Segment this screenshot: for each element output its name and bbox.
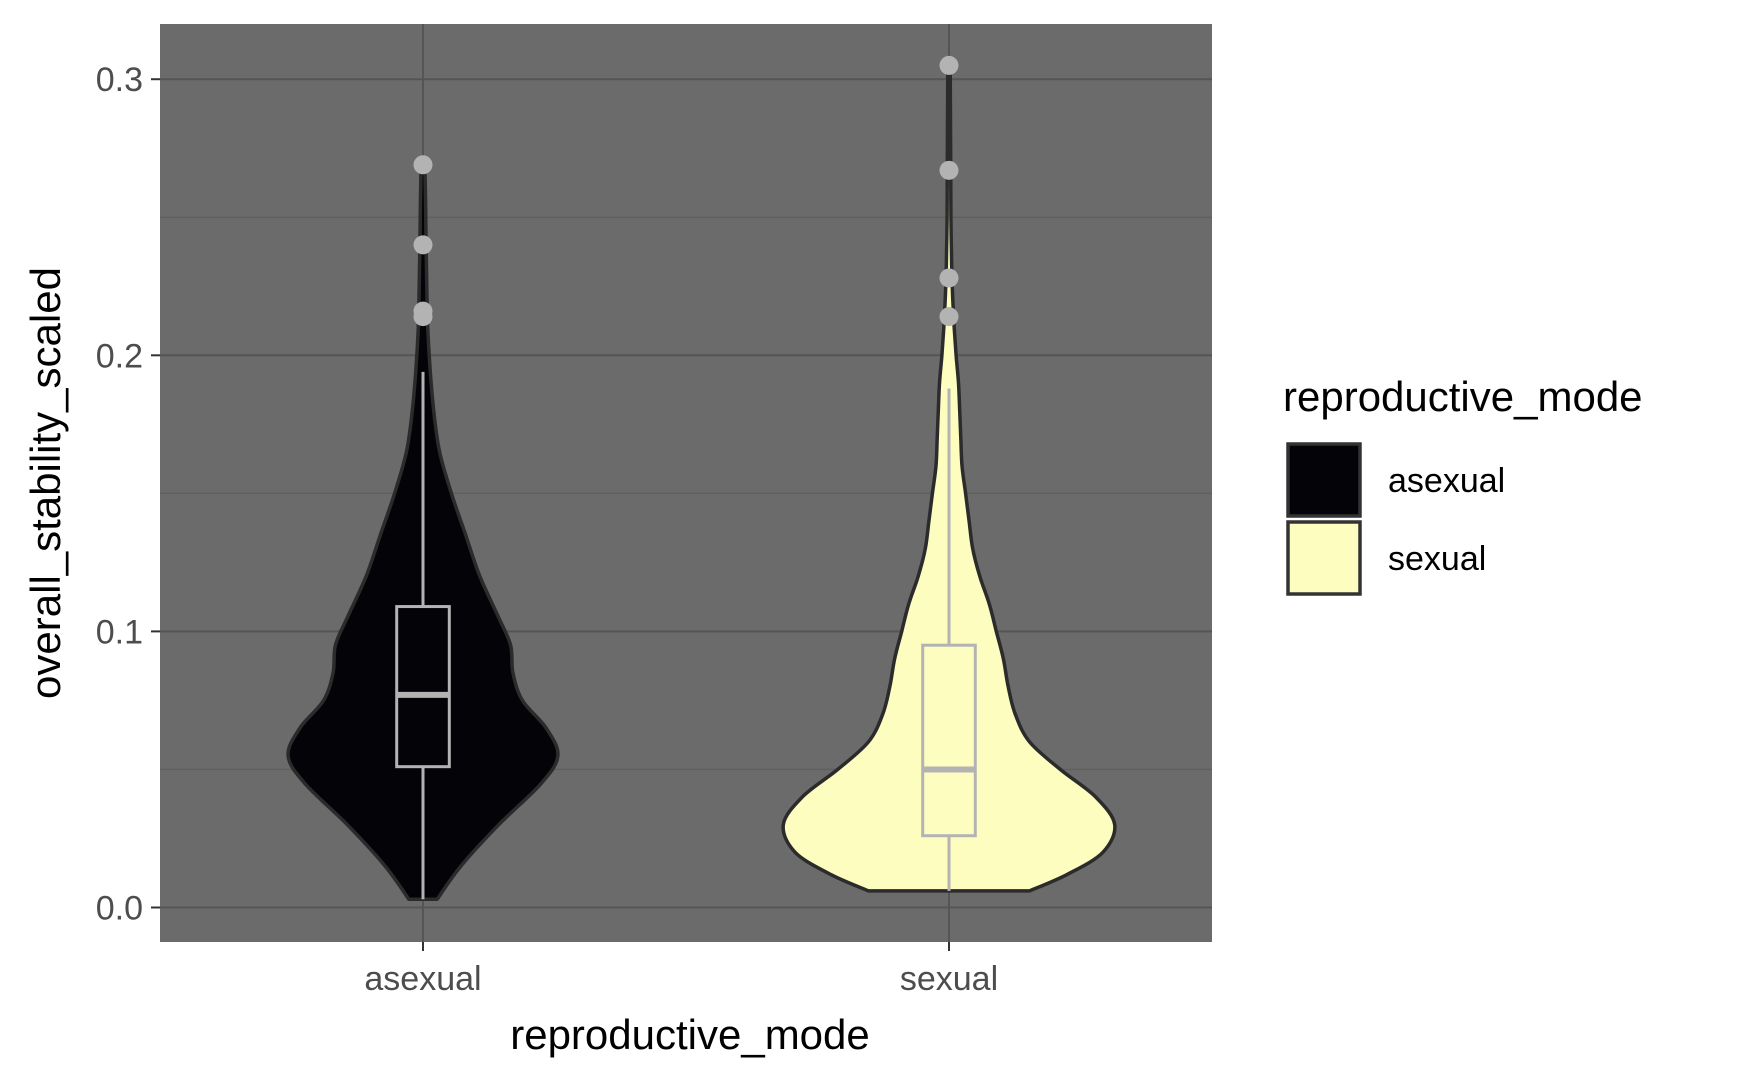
legend: reproductive_mode asexual sexual [1283, 373, 1643, 596]
outlier-point-sexual [939, 268, 959, 288]
outlier-point-asexual [413, 155, 433, 175]
legend-title: reproductive_mode [1283, 373, 1643, 420]
box-sexual [921, 643, 977, 838]
legend-entries: asexual sexual [1286, 442, 1505, 596]
legend-key-asexual [1286, 442, 1362, 518]
legend-label-sexual: sexual [1388, 540, 1486, 578]
legend-key-sexual [1286, 520, 1362, 596]
axes: 0.0 0.1 0.2 0.3 asexual sexual [96, 61, 998, 998]
outlier-point-asexual [413, 235, 433, 255]
x-axis-label: reproductive_mode [510, 1011, 870, 1058]
y-tick-label: 0.2 [96, 337, 143, 375]
y-tick-label: 0.1 [96, 613, 143, 651]
x-tick-label: asexual [364, 960, 481, 998]
violins [286, 55, 1117, 901]
box-asexual [395, 605, 451, 769]
legend-label-asexual: asexual [1388, 462, 1505, 500]
y-tick-label: 0.3 [96, 61, 143, 99]
y-axis-label: overall_stability_scaled [22, 267, 69, 699]
y-tick-label: 0.0 [96, 889, 143, 927]
outlier-point-asexual [413, 301, 433, 321]
x-tick-label: sexual [900, 960, 998, 998]
outlier-point-sexual [939, 307, 959, 327]
outlier-point-sexual [939, 55, 959, 75]
outlier-point-sexual [939, 160, 959, 180]
